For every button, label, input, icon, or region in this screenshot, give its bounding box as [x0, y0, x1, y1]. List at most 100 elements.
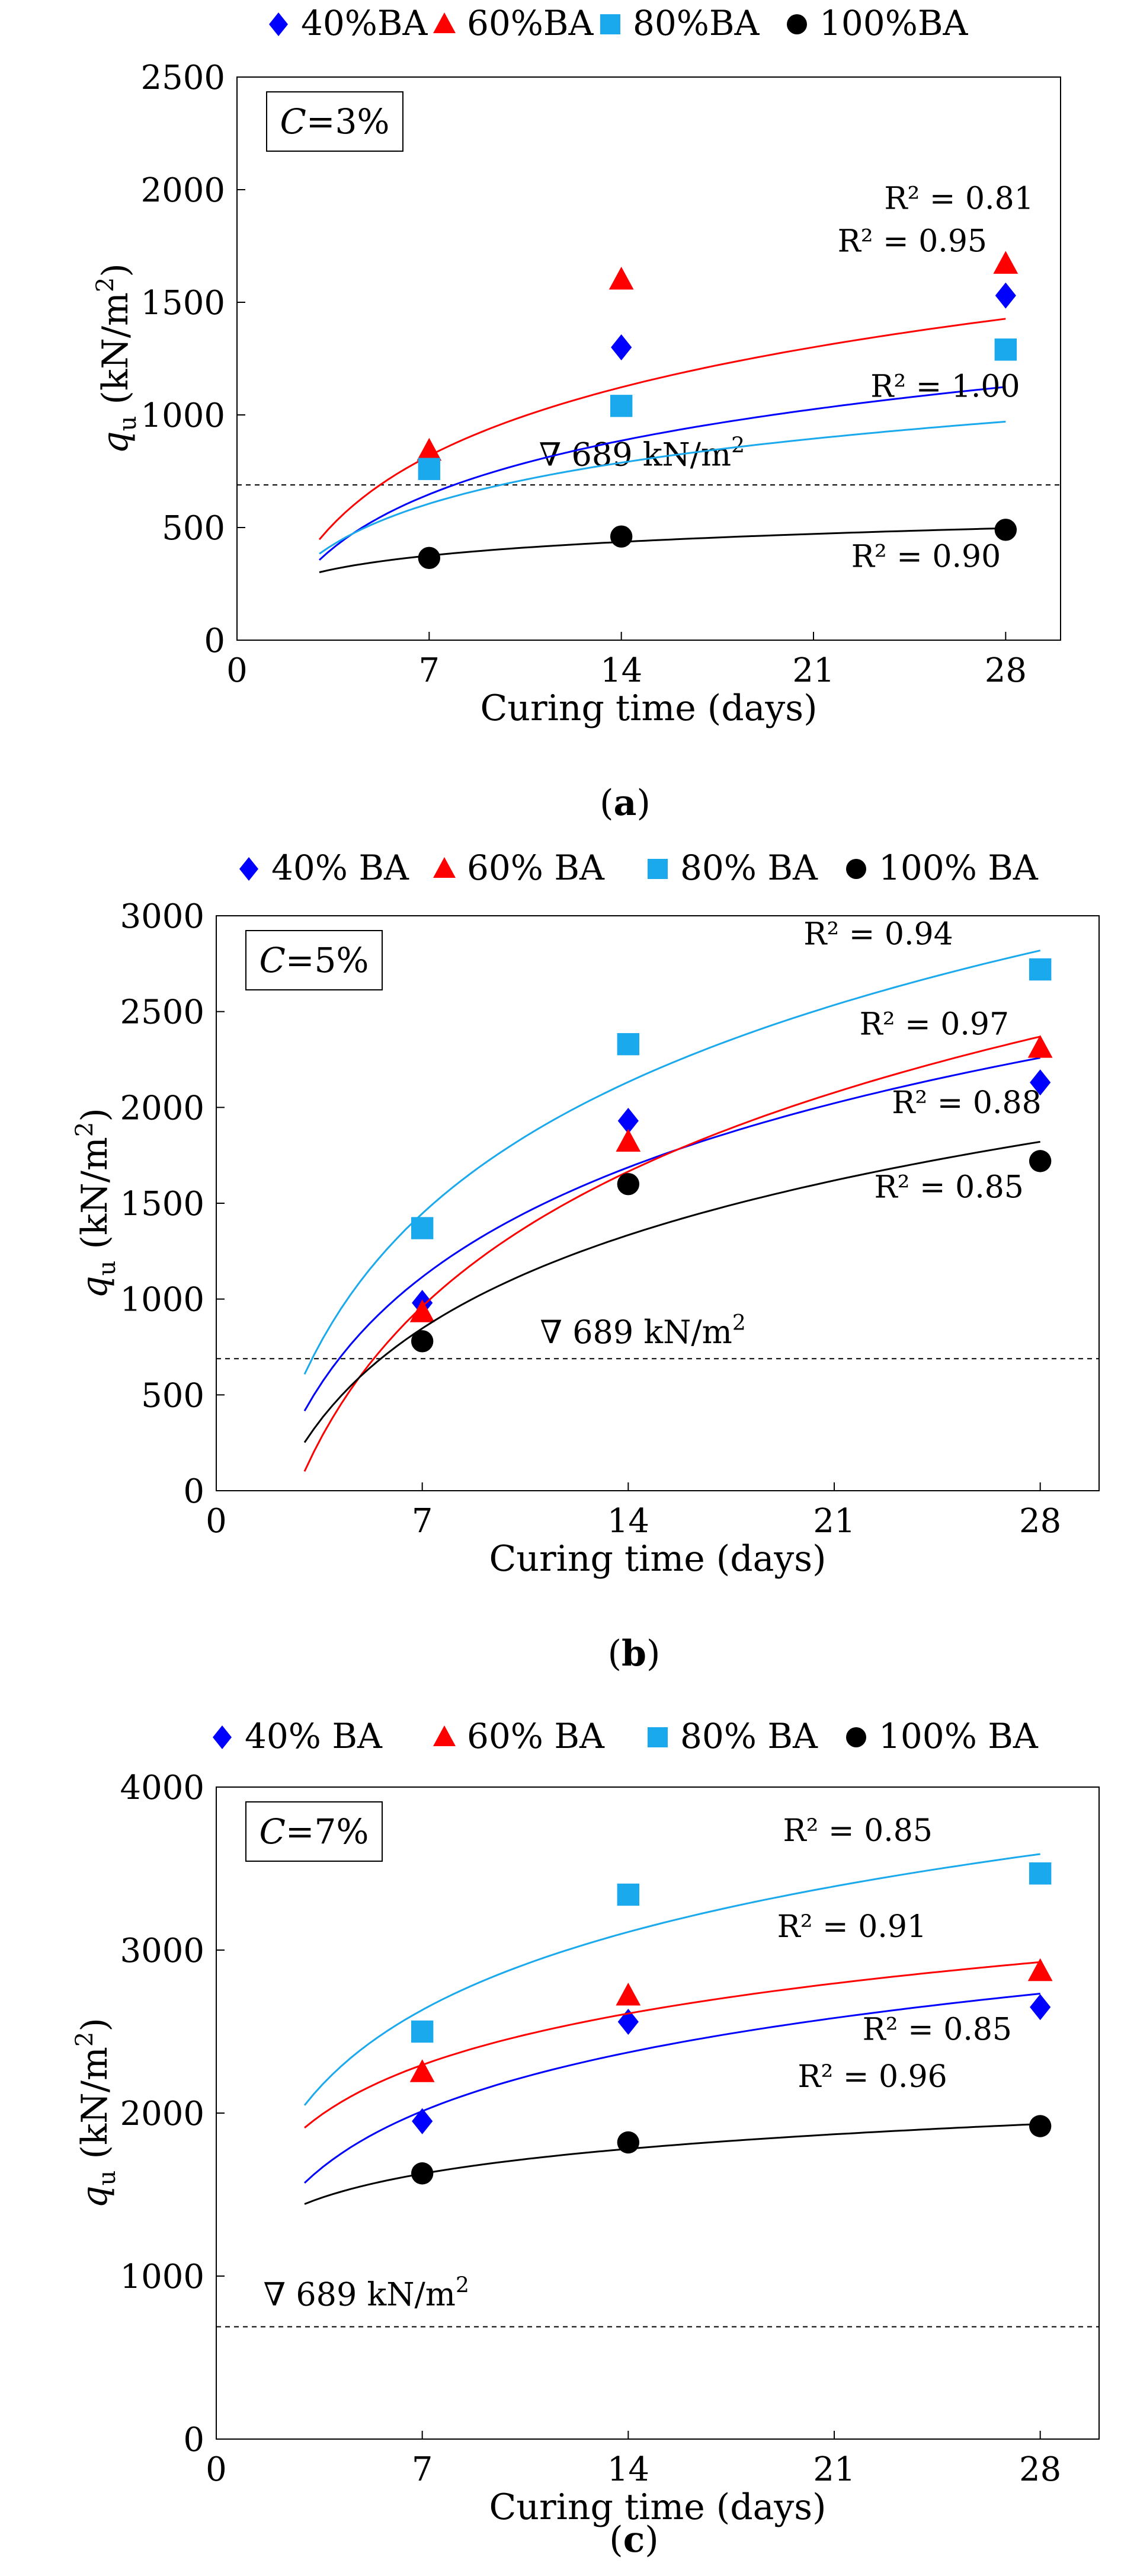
data-point [994, 519, 1017, 541]
legend-marker [648, 859, 668, 879]
data-point [608, 267, 634, 290]
annotation-variable: C [259, 940, 285, 980]
trend-line [304, 1961, 1040, 2128]
data-point [1027, 1958, 1053, 1981]
y-axis-title-close: ) [95, 263, 136, 277]
data-point [1029, 958, 1052, 981]
y-tick-label: 2500 [140, 59, 225, 97]
data-point [1029, 2115, 1052, 2137]
caption-close: ) [646, 1633, 660, 1674]
series-4: R² = 0.85 [303, 1140, 1052, 1443]
data-point [1029, 1862, 1052, 1885]
data-point [1030, 1994, 1051, 2021]
data-point [411, 1217, 434, 1239]
annotation-frame [245, 1801, 383, 1862]
legend-marker [433, 12, 456, 33]
r2-label: R² = 1.00 [870, 369, 1020, 405]
y-tick-label: 1000 [140, 397, 225, 435]
series-1: R² = 0.95 [319, 224, 1016, 561]
y-axis-title-close: ) [74, 2018, 116, 2031]
data-point [418, 458, 441, 480]
reference-line-label-text: ∇ 689 kN/m [263, 2276, 455, 2313]
data-point [617, 1033, 640, 1056]
panel-caption: (a) [600, 782, 651, 824]
caption-letter: a [614, 782, 637, 824]
y-tick-label: 2000 [120, 2095, 204, 2133]
annotation-text: C=7% [259, 1811, 369, 1852]
series-1: R² = 0.85 [303, 1993, 1051, 2184]
legend-marker [846, 1727, 866, 1747]
trend-line [303, 1853, 1040, 2106]
panel-caption: (b) [608, 1633, 661, 1674]
y-axis-title-sup: 2 [71, 1122, 98, 1137]
y-tick-label: 1000 [120, 2258, 204, 2296]
annotation-frame [245, 930, 383, 990]
r2-label: R² = 0.85 [863, 2012, 1012, 2047]
y-axis-title-sup: 2 [92, 277, 119, 292]
y-tick-label: 3000 [120, 897, 204, 936]
x-tick-label: 21 [792, 651, 834, 690]
legend-marker [213, 1725, 232, 1749]
reference-line-label-sup: 2 [456, 2274, 469, 2298]
r2-label: R² = 0.94 [803, 917, 953, 953]
r2-label: R² = 0.85 [874, 1169, 1023, 1205]
reference-line-label-text: ∇ 689 kN/m [540, 1313, 732, 1351]
data-point [417, 437, 442, 461]
x-tick-label: 0 [206, 1502, 227, 1541]
data-point [1029, 1150, 1052, 1172]
caption-open: ( [609, 2519, 623, 2561]
trend-line [303, 1140, 1040, 1443]
series-2: R² = 0.91 [304, 1909, 1053, 2128]
data-point [411, 2162, 434, 2185]
reference-line-label-text: ∇ 689 kN/m [539, 436, 731, 474]
r2-label: R² = 0.85 [783, 1813, 933, 1849]
panel-caption: (c) [609, 2519, 658, 2561]
trend-line [303, 950, 1041, 1375]
y-tick-label: 0 [183, 2421, 204, 2459]
y-axis-title-unit: (kN/m [74, 2047, 116, 2170]
data-point [617, 2131, 640, 2154]
y-axis-title-q: q [74, 2185, 116, 2208]
legend-label: 60% BA [467, 1716, 605, 1756]
caption-close: ) [636, 782, 650, 824]
plot-frame [236, 76, 1061, 641]
x-axis-title: Curing time (days) [489, 2486, 826, 2528]
annotation-variable: C [280, 101, 306, 142]
y-axis-title-sub: u [94, 1261, 121, 1276]
r2-label: R² = 0.96 [797, 2059, 947, 2095]
y-axis-title: qu (kN/m2) [71, 2018, 121, 2209]
legend-marker [433, 857, 456, 878]
y-tick-label: 2000 [120, 1089, 204, 1127]
x-tick-label: 14 [607, 1502, 649, 1541]
data-point [616, 1129, 641, 1152]
y-axis-title-close: ) [74, 1108, 116, 1121]
legend: 40% BA 60% BA 80% BA 100% BA [213, 1716, 1039, 1756]
annotation-text: C=5% [259, 940, 369, 980]
data-point [993, 251, 1018, 274]
y-tick-label: 2000 [140, 171, 225, 210]
trend-line [319, 420, 1006, 555]
r2-label: R² = 0.91 [777, 1909, 927, 1945]
caption-letter: b [622, 1633, 646, 1674]
caption-letter: c [623, 2519, 645, 2561]
r2-label: R² = 0.95 [838, 224, 987, 260]
data-point [995, 282, 1016, 309]
x-tick-label: 7 [419, 651, 440, 690]
x-tick-label: 14 [607, 2450, 649, 2489]
chart-panel-a: 0 500 1000 1500 2000 2500 0 7 14 21 28 Curing time … [92, 3, 1061, 824]
y-axis-title-unit: (kN/m [95, 292, 136, 416]
legend-marker [846, 859, 866, 879]
cement-content-box: C=7% [245, 1801, 383, 1862]
x-tick-label: 0 [206, 2450, 227, 2489]
data-point [418, 546, 441, 569]
y-axis-title-q: q [74, 1276, 116, 1298]
y-tick-label: 2500 [120, 993, 204, 1032]
reference-line-label-sup: 2 [732, 1311, 746, 1335]
r2-label: R² = 0.97 [860, 1006, 1009, 1042]
legend-label: 100% BA [879, 848, 1039, 888]
y-tick-label: 1500 [140, 284, 225, 322]
legend-label: 40% BA [271, 848, 409, 888]
reference-line-label: ∇ 689 kN/m2 [540, 1311, 745, 1351]
x-tick-label: 7 [412, 1502, 433, 1541]
data-point [611, 334, 632, 360]
